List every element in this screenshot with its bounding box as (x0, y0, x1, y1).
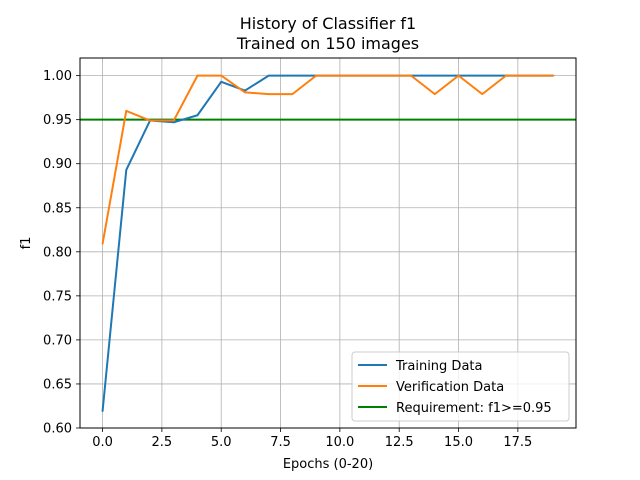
plot-frame (79, 57, 577, 429)
data-point (410, 74, 412, 77)
y-tick-label: 0.90 (43, 157, 72, 172)
legend: Training Data Verification Data Requirem… (351, 351, 570, 422)
data-point (433, 74, 436, 77)
legend-label-requirement: Requirement: f1>=0.95 (396, 401, 552, 416)
data-point (339, 74, 341, 77)
data-point (101, 243, 104, 245)
x-tick-label: 5.0 (211, 435, 232, 450)
data-point (196, 74, 199, 77)
data-point (386, 74, 389, 77)
data-point (149, 119, 151, 122)
y-tick-label: 0.65 (43, 377, 72, 392)
data-point (291, 93, 294, 95)
data-point (528, 74, 531, 77)
data-point (552, 74, 555, 77)
data-point (196, 114, 199, 117)
data-point (101, 410, 104, 413)
data-point (125, 110, 128, 112)
x-tick-label: 7.5 (270, 435, 291, 450)
series-group (101, 74, 555, 413)
x-tick-label: 2.5 (152, 435, 173, 450)
y-tick-label: 0.70 (43, 333, 72, 348)
data-point (220, 80, 223, 83)
chart-subtitle: Trained on 150 images (236, 34, 419, 53)
data-point (172, 119, 175, 122)
chart-title: History of Classifier f1 (240, 14, 416, 33)
series-line-1 (101, 74, 554, 245)
y-tick-label: 0.75 (43, 289, 72, 304)
x-tick-label: 12.5 (385, 435, 414, 450)
data-point (481, 74, 484, 77)
data-point (267, 74, 270, 77)
data-point (481, 93, 484, 95)
data-point (172, 121, 175, 124)
legend-box (351, 351, 570, 422)
data-point (433, 93, 436, 95)
data-point (291, 74, 294, 77)
x-tick-label: 17.5 (503, 435, 532, 450)
y-axis-ticks: 0.60 0.65 0.70 0.75 0.80 0.85 0.90 0.95 1.00 (43, 69, 80, 437)
data-point (244, 91, 246, 94)
data-point (267, 93, 270, 95)
legend-label-verification: Verification Data (396, 380, 504, 395)
y-axis-label: f1 (19, 237, 34, 250)
data-point (457, 74, 460, 77)
x-axis-ticks: 0.0 2.5 5.0 7.5 10.0 12.5 15.0 17.5 (92, 428, 532, 450)
x-tick-label: 10.0 (325, 435, 354, 450)
data-point (362, 74, 365, 77)
y-tick-label: 0.60 (43, 422, 72, 437)
y-tick-label: 0.80 (43, 245, 72, 260)
data-point (220, 74, 223, 77)
data-point (125, 169, 128, 171)
x-axis-label: Epochs (0-20) (283, 457, 373, 472)
data-point (315, 74, 317, 77)
y-tick-label: 0.95 (43, 113, 72, 128)
legend-label-training: Training Data (395, 359, 482, 374)
y-tick-label: 0.85 (43, 201, 72, 216)
x-tick-label: 0.0 (92, 435, 113, 450)
x-tick-label: 15.0 (444, 435, 473, 450)
y-tick-label: 1.00 (43, 69, 72, 84)
data-point (505, 74, 507, 77)
